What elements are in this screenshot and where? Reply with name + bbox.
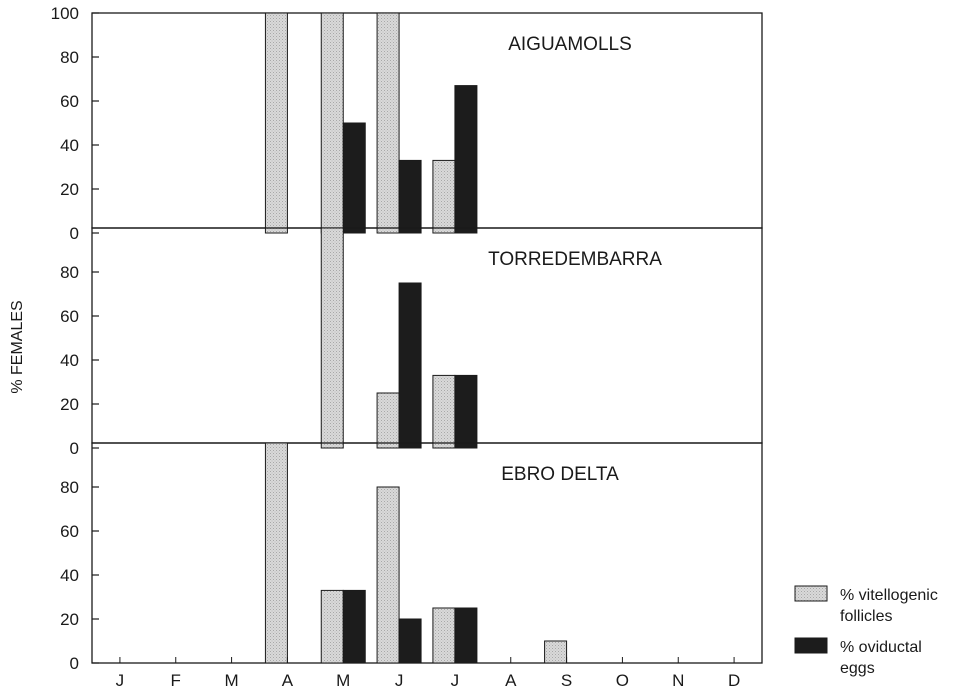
panel-frame bbox=[91, 442, 763, 664]
panel-1: 0 20 40 60 80 TORREDEMBARRA bbox=[60, 227, 763, 458]
oviductal-bar bbox=[454, 374, 478, 449]
x-tick-label: A bbox=[505, 671, 517, 690]
panel-0: 0 20 40 60 80 100 AIGUAMOLLS bbox=[51, 4, 763, 243]
oviductal-bar bbox=[398, 159, 422, 234]
panel-2: 0 20 40 60 80 EBRO DELTA bbox=[60, 442, 763, 673]
panel-title: TORREDEMBARRA bbox=[488, 249, 662, 270]
vitellogenic-bar bbox=[432, 607, 456, 664]
y-tick-label: 20 bbox=[60, 610, 79, 629]
legend-label-oviductal: % oviductal bbox=[840, 639, 922, 656]
oviductal-bar bbox=[454, 85, 478, 234]
y-axis-label: % FEMALES bbox=[9, 300, 26, 393]
x-tick-label: M bbox=[224, 671, 238, 690]
vitellogenic-bar bbox=[320, 12, 344, 234]
x-tick-label: F bbox=[171, 671, 181, 690]
vitellogenic-bar bbox=[432, 159, 456, 234]
y-tick-label: 100 bbox=[51, 4, 79, 23]
x-tick-label: N bbox=[672, 671, 684, 690]
legend-label-vitellogenic-line2: follicles bbox=[840, 608, 892, 625]
x-tick-label: O bbox=[616, 671, 629, 690]
y-tick-label: 20 bbox=[60, 395, 79, 414]
vitellogenic-bar bbox=[320, 589, 344, 664]
panel-title: EBRO DELTA bbox=[501, 464, 619, 485]
vitellogenic-bar bbox=[376, 12, 400, 234]
y-tick-label: 60 bbox=[60, 92, 79, 111]
y-tick-label: 80 bbox=[60, 478, 79, 497]
x-tick-label: S bbox=[561, 671, 572, 690]
legend: % vitellogenic follicles % oviductal eggs bbox=[794, 585, 938, 677]
y-tick-label: 40 bbox=[60, 136, 79, 155]
x-tick-label: D bbox=[728, 671, 740, 690]
chart-panels: 0 20 40 60 80 100 AIGUAMOLLS 0 20 40 60 80 TORREDEMB… bbox=[51, 4, 763, 673]
x-tick-label: J bbox=[395, 671, 404, 690]
y-tick-label: 60 bbox=[60, 522, 79, 541]
legend-label-oviductal-line2: eggs bbox=[840, 660, 875, 677]
oviductal-bar bbox=[398, 618, 422, 664]
y-tick-label: 80 bbox=[60, 48, 79, 67]
y-tick-label: 40 bbox=[60, 351, 79, 370]
y-tick-label: 20 bbox=[60, 180, 79, 199]
vitellogenic-bar bbox=[264, 12, 288, 234]
vitellogenic-bar bbox=[320, 227, 344, 449]
panel-frame bbox=[91, 12, 763, 229]
vitellogenic-bar bbox=[264, 442, 288, 664]
legend-swatch-oviductal bbox=[794, 637, 828, 654]
y-tick-label: 0 bbox=[70, 224, 79, 243]
x-tick-label: A bbox=[282, 671, 294, 690]
panel-title: AIGUAMOLLS bbox=[508, 34, 632, 55]
legend-label-vitellogenic: % vitellogenic bbox=[840, 587, 938, 604]
x-tick-label: J bbox=[451, 671, 460, 690]
y-tick-label: 0 bbox=[70, 439, 79, 458]
y-tick-label: 40 bbox=[60, 566, 79, 585]
vitellogenic-bar bbox=[376, 486, 400, 664]
oviductal-bar bbox=[398, 282, 422, 449]
vitellogenic-bar bbox=[544, 640, 568, 664]
x-tick-label: M bbox=[336, 671, 350, 690]
oviductal-bar bbox=[454, 607, 478, 664]
oviductal-bar bbox=[342, 589, 366, 664]
y-tick-label: 0 bbox=[70, 654, 79, 673]
y-tick-label: 80 bbox=[60, 263, 79, 282]
vitellogenic-bar bbox=[432, 374, 456, 449]
x-tick-label: J bbox=[116, 671, 125, 690]
vitellogenic-bar bbox=[376, 392, 400, 449]
legend-swatch-vitellogenic bbox=[794, 585, 828, 602]
y-tick-label: 60 bbox=[60, 307, 79, 326]
oviductal-bar bbox=[342, 122, 366, 234]
